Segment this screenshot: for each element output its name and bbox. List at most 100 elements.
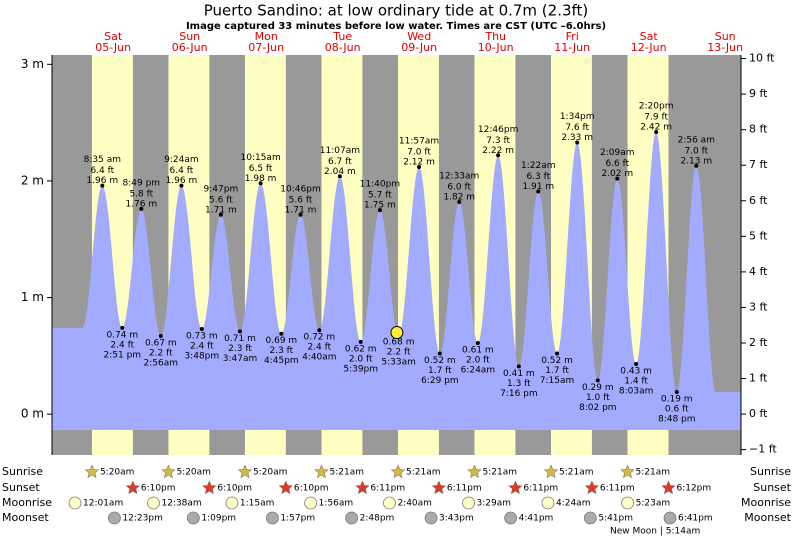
- tide-label: 4:45pm: [264, 356, 299, 366]
- sunrise-label: 5:20am: [176, 468, 211, 478]
- sunrise-label: 5:21am: [330, 468, 365, 478]
- tide-label: 2.4 ft: [190, 342, 214, 352]
- tide-label: 11:07am: [320, 146, 360, 156]
- tide-label: 0.68 m: [383, 337, 415, 347]
- day-date: 12-Jun: [631, 41, 667, 54]
- tide-label: 8:48 pm: [658, 415, 696, 425]
- y2-tick-label: 5 ft: [749, 229, 768, 242]
- tide-point: [337, 174, 342, 179]
- tide-label: 6.4 ft: [90, 166, 114, 176]
- tide-label: 5:33am: [381, 357, 416, 367]
- moonrise-label: 1:56am: [319, 499, 354, 509]
- tide-label: 9:24am: [164, 155, 199, 165]
- moonrise-label: 3:29am: [477, 499, 512, 509]
- tide-point: [496, 153, 501, 158]
- sunset-label: 6:10pm: [141, 484, 176, 494]
- tide-point: [674, 390, 679, 395]
- moonset-label: 6:41pm: [678, 514, 713, 524]
- moonrise-icon: [621, 496, 635, 510]
- tide-point: [536, 189, 541, 194]
- day-name: Sun: [179, 30, 200, 43]
- tide-label: 12:33am: [439, 171, 479, 181]
- tide-label: 1.76 m: [125, 199, 157, 209]
- tide-label: 0.52 m: [541, 356, 573, 366]
- day-date: 07-Jun: [248, 41, 284, 54]
- tide-label: 6:29 pm: [421, 376, 459, 386]
- tide-label: 2:56 am: [678, 135, 715, 145]
- sunset-icon: [202, 480, 217, 495]
- tide-label: 5.7 ft: [368, 191, 392, 201]
- moonrise-icon: [68, 496, 82, 510]
- day-name: Fri: [566, 30, 579, 43]
- tide-label: 0.69 m: [266, 336, 298, 346]
- tide-point: [457, 199, 462, 204]
- tide-label: 8:03am: [619, 387, 654, 397]
- tide-label: 0.41 m: [503, 369, 535, 379]
- moonset-label: 12:23pm: [122, 514, 162, 524]
- tide-point: [279, 331, 284, 336]
- moonrise-icon: [462, 496, 475, 510]
- day-date: 08-Jun: [325, 41, 361, 54]
- tide-label: 2:20pm: [639, 101, 674, 111]
- tide-label: 2.02 m: [601, 169, 633, 179]
- tide-label: 5.6 ft: [209, 195, 233, 205]
- y2-tick-label: 6 ft: [749, 194, 768, 207]
- sunrise-icon: [161, 464, 176, 479]
- tide-point: [258, 181, 263, 186]
- row-label: Moonset: [2, 511, 49, 524]
- moonset-label: 1:57pm: [280, 514, 315, 524]
- tide-label: 0.61 m: [462, 346, 494, 356]
- tide-point: [100, 183, 105, 188]
- tide-point: [218, 212, 223, 217]
- sunset-label: 6:11pm: [370, 484, 405, 494]
- tide-label: 1.96 m: [86, 176, 118, 186]
- tide-label: 7.0 ft: [407, 147, 431, 157]
- y2-tick-label: 10 ft: [749, 52, 775, 65]
- tide-label: 7.0 ft: [684, 146, 708, 156]
- sunset-icon: [125, 480, 141, 495]
- y2-tick-label: 3 ft: [749, 300, 768, 313]
- tide-label: 2.22 m: [482, 146, 514, 156]
- day-name: Wed: [407, 30, 431, 43]
- day-date: 05-Jun: [95, 41, 131, 54]
- tide-label: 7:16 pm: [500, 389, 538, 399]
- tide-label: 0.74 m: [106, 330, 138, 340]
- sunrise-icon: [84, 464, 100, 479]
- tide-label: 2.12 m: [403, 157, 435, 167]
- day-name: Sun: [715, 30, 736, 43]
- sunrise-icon: [390, 464, 406, 479]
- y2-tick-label: 8 ft: [749, 123, 768, 136]
- sunset-label: 6:10pm: [217, 484, 252, 494]
- tide-label: 1.75 m: [364, 201, 396, 211]
- tide-point: [120, 325, 125, 330]
- moonrise-icon: [304, 496, 318, 510]
- day-date: 06-Jun: [172, 41, 208, 54]
- moonset-label: 1:09pm: [201, 514, 236, 524]
- tide-label: 2.2 ft: [387, 347, 411, 357]
- tide-label: 5.8 ft: [129, 189, 153, 199]
- moonset-icon: [186, 511, 200, 525]
- tide-label: 0.43 m: [620, 367, 652, 377]
- tide-point: [555, 351, 560, 356]
- sunrise-label: 5:20am: [100, 468, 135, 478]
- y-tick-label: 0 m: [21, 407, 44, 421]
- moonrise-label: 12:01am: [83, 499, 123, 509]
- tide-label: 0.52 m: [424, 356, 456, 366]
- y2-tick-label: 0 ft: [749, 407, 768, 420]
- tide-label: 8:02 pm: [579, 403, 617, 413]
- tide-point: [179, 183, 184, 188]
- tide-label: 6.5 ft: [249, 164, 273, 174]
- moonset-icon: [424, 511, 438, 525]
- y-tick-label: 2 m: [21, 173, 44, 187]
- tide-label: 0.29 m: [582, 383, 614, 393]
- tide-label: 1.82 m: [443, 192, 475, 202]
- moonrise-icon: [147, 496, 160, 510]
- tide-label: 3:48pm: [184, 352, 219, 362]
- sunset-icon: [355, 480, 370, 495]
- row-label: Sunrise: [2, 465, 43, 478]
- tide-label: 0.71 m: [224, 334, 256, 344]
- sunrise-label: 5:21am: [636, 468, 671, 478]
- tide-label: 12:46pm: [478, 125, 518, 135]
- day-name: Mon: [255, 30, 278, 43]
